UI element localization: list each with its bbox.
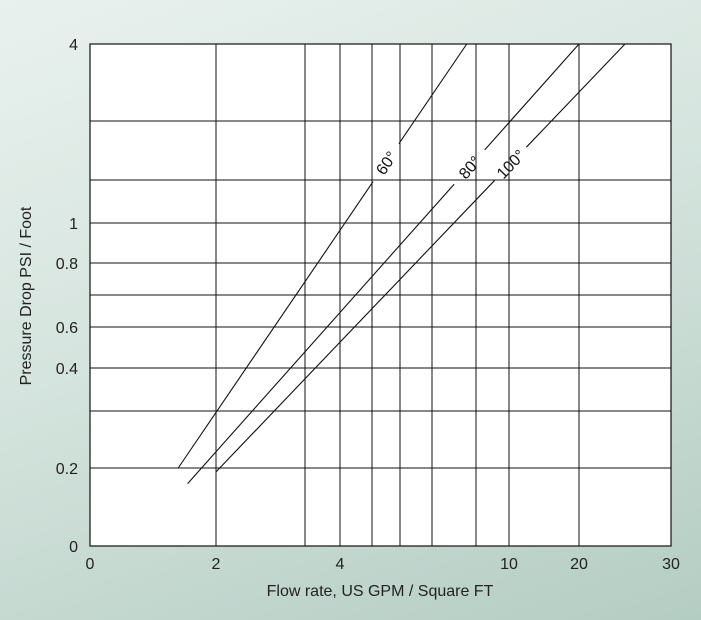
y-tick-label: 1 bbox=[69, 216, 78, 233]
y-tick-labels: 0 0.2 0.4 0.6 0.8 1 4 bbox=[56, 37, 78, 556]
series-line bbox=[177, 181, 374, 469]
series-line bbox=[525, 43, 626, 148]
y-axis-title: Pressure Drop PSI / Foot bbox=[18, 206, 35, 385]
x-tick-labels: 0 2 4 10 20 30 bbox=[86, 556, 680, 573]
y-tick-label: 0.2 bbox=[56, 461, 78, 478]
grid-lines bbox=[90, 44, 671, 546]
x-tick-label: 4 bbox=[336, 556, 345, 573]
x-tick-label: 0 bbox=[86, 556, 95, 573]
x-axis-title: Flow rate, US GPM / Square FT bbox=[267, 583, 494, 600]
y-tick-label: 0.6 bbox=[56, 320, 78, 337]
x-tick-label: 30 bbox=[662, 556, 680, 573]
x-tick-label: 20 bbox=[570, 556, 588, 573]
x-tick-label: 10 bbox=[500, 556, 518, 573]
y-tick-label: 0.8 bbox=[56, 256, 78, 273]
y-tick-label: 4 bbox=[69, 37, 78, 54]
y-tick-label: 0 bbox=[69, 539, 78, 556]
y-tick-label: 0.4 bbox=[56, 361, 78, 378]
series-line bbox=[484, 43, 580, 151]
series-line bbox=[215, 180, 495, 473]
series-line bbox=[187, 183, 455, 484]
x-tick-label: 2 bbox=[212, 556, 221, 573]
series-line bbox=[398, 43, 468, 145]
